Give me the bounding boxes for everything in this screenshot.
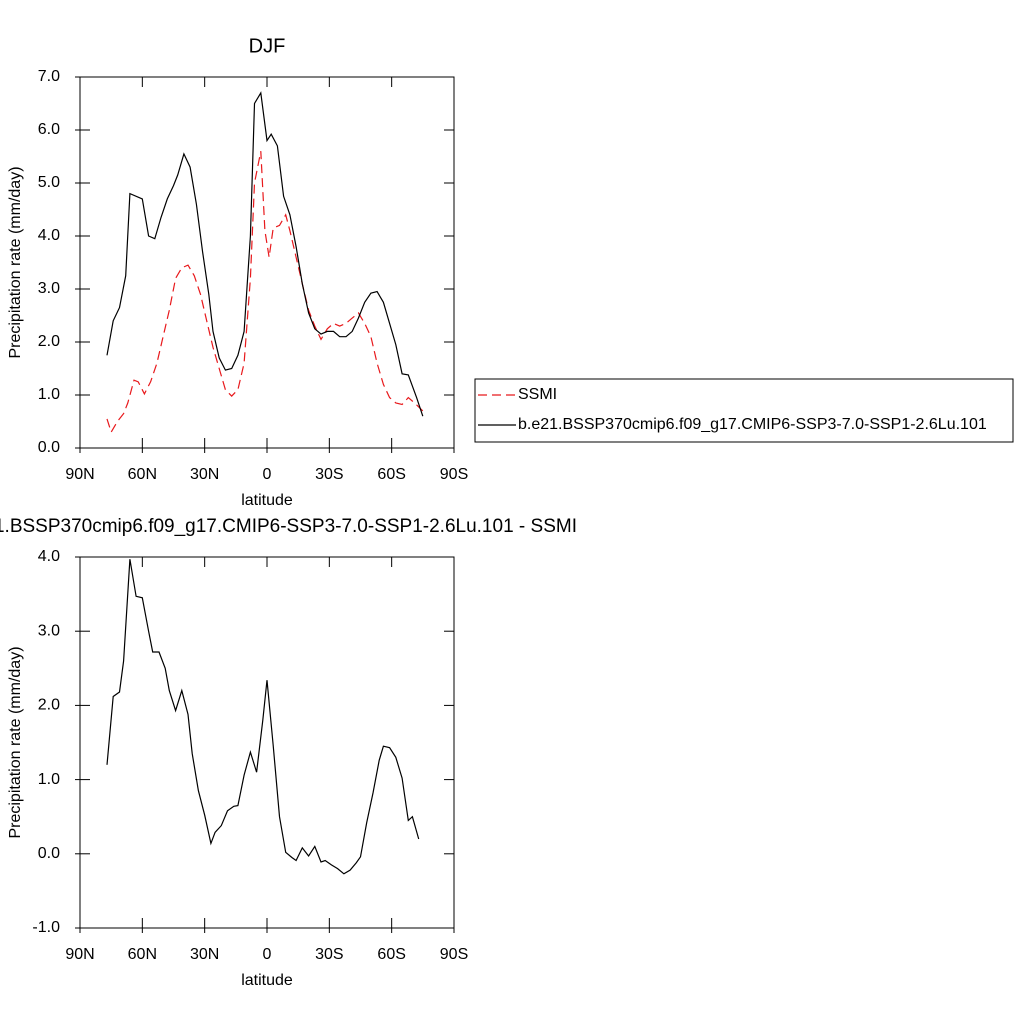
y-tick-label: 6.0 — [38, 121, 60, 138]
x-tick-label: 30N — [190, 466, 219, 483]
x-tick-label: 30S — [315, 946, 343, 963]
y-axis-label: Precipitation rate (mm/day) — [7, 166, 24, 358]
x-tick-label: 60N — [128, 946, 157, 963]
x-tick-label: 60N — [128, 466, 157, 483]
chart-title: b.e21.BSSP370cmip6.f09_g17.CMIP6-SSP3-7.… — [0, 516, 577, 537]
x-tick-label: 60S — [377, 946, 405, 963]
y-tick-label: 2.0 — [38, 333, 60, 350]
series-line — [106, 559, 420, 875]
y-tick-label: 5.0 — [38, 174, 60, 191]
x-tick-label: 90S — [440, 946, 468, 963]
x-tick-label: 30N — [190, 946, 219, 963]
x-tick-label: 0 — [263, 946, 272, 963]
y-tick-label: 4.0 — [38, 227, 60, 244]
x-tick-label: 90N — [65, 946, 94, 963]
y-tick-label: -1.0 — [32, 919, 60, 936]
x-tick-label: 90N — [65, 466, 94, 483]
chart-title: DJF — [249, 35, 286, 57]
y-tick-label: 1.0 — [38, 771, 60, 788]
x-axis-label: latitude — [241, 972, 293, 989]
y-axis-label: Precipitation rate (mm/day) — [7, 646, 24, 838]
x-tick-label: 0 — [263, 466, 272, 483]
plot-frame — [79, 76, 455, 449]
legend-label: b.e21.BSSP370cmip6.f09_g17.CMIP6-SSP3-7.… — [518, 416, 987, 433]
y-tick-label: 1.0 — [38, 386, 60, 403]
y-tick-label: 0.0 — [38, 845, 60, 862]
plot-frame — [79, 556, 455, 929]
legend-box — [474, 378, 1014, 443]
x-tick-label: 30S — [315, 466, 343, 483]
y-tick-label: 3.0 — [38, 622, 60, 639]
y-tick-label: 4.0 — [38, 548, 60, 565]
y-tick-label: 0.0 — [38, 439, 60, 456]
y-tick-label: 3.0 — [38, 280, 60, 297]
y-tick-label: 2.0 — [38, 697, 60, 714]
legend-label: SSMI — [518, 386, 557, 403]
series-line — [106, 151, 424, 434]
series-line — [106, 91, 424, 417]
y-tick-label: 7.0 — [38, 68, 60, 85]
x-axis-label: latitude — [241, 492, 293, 509]
x-tick-label: 60S — [377, 466, 405, 483]
x-tick-label: 90S — [440, 466, 468, 483]
